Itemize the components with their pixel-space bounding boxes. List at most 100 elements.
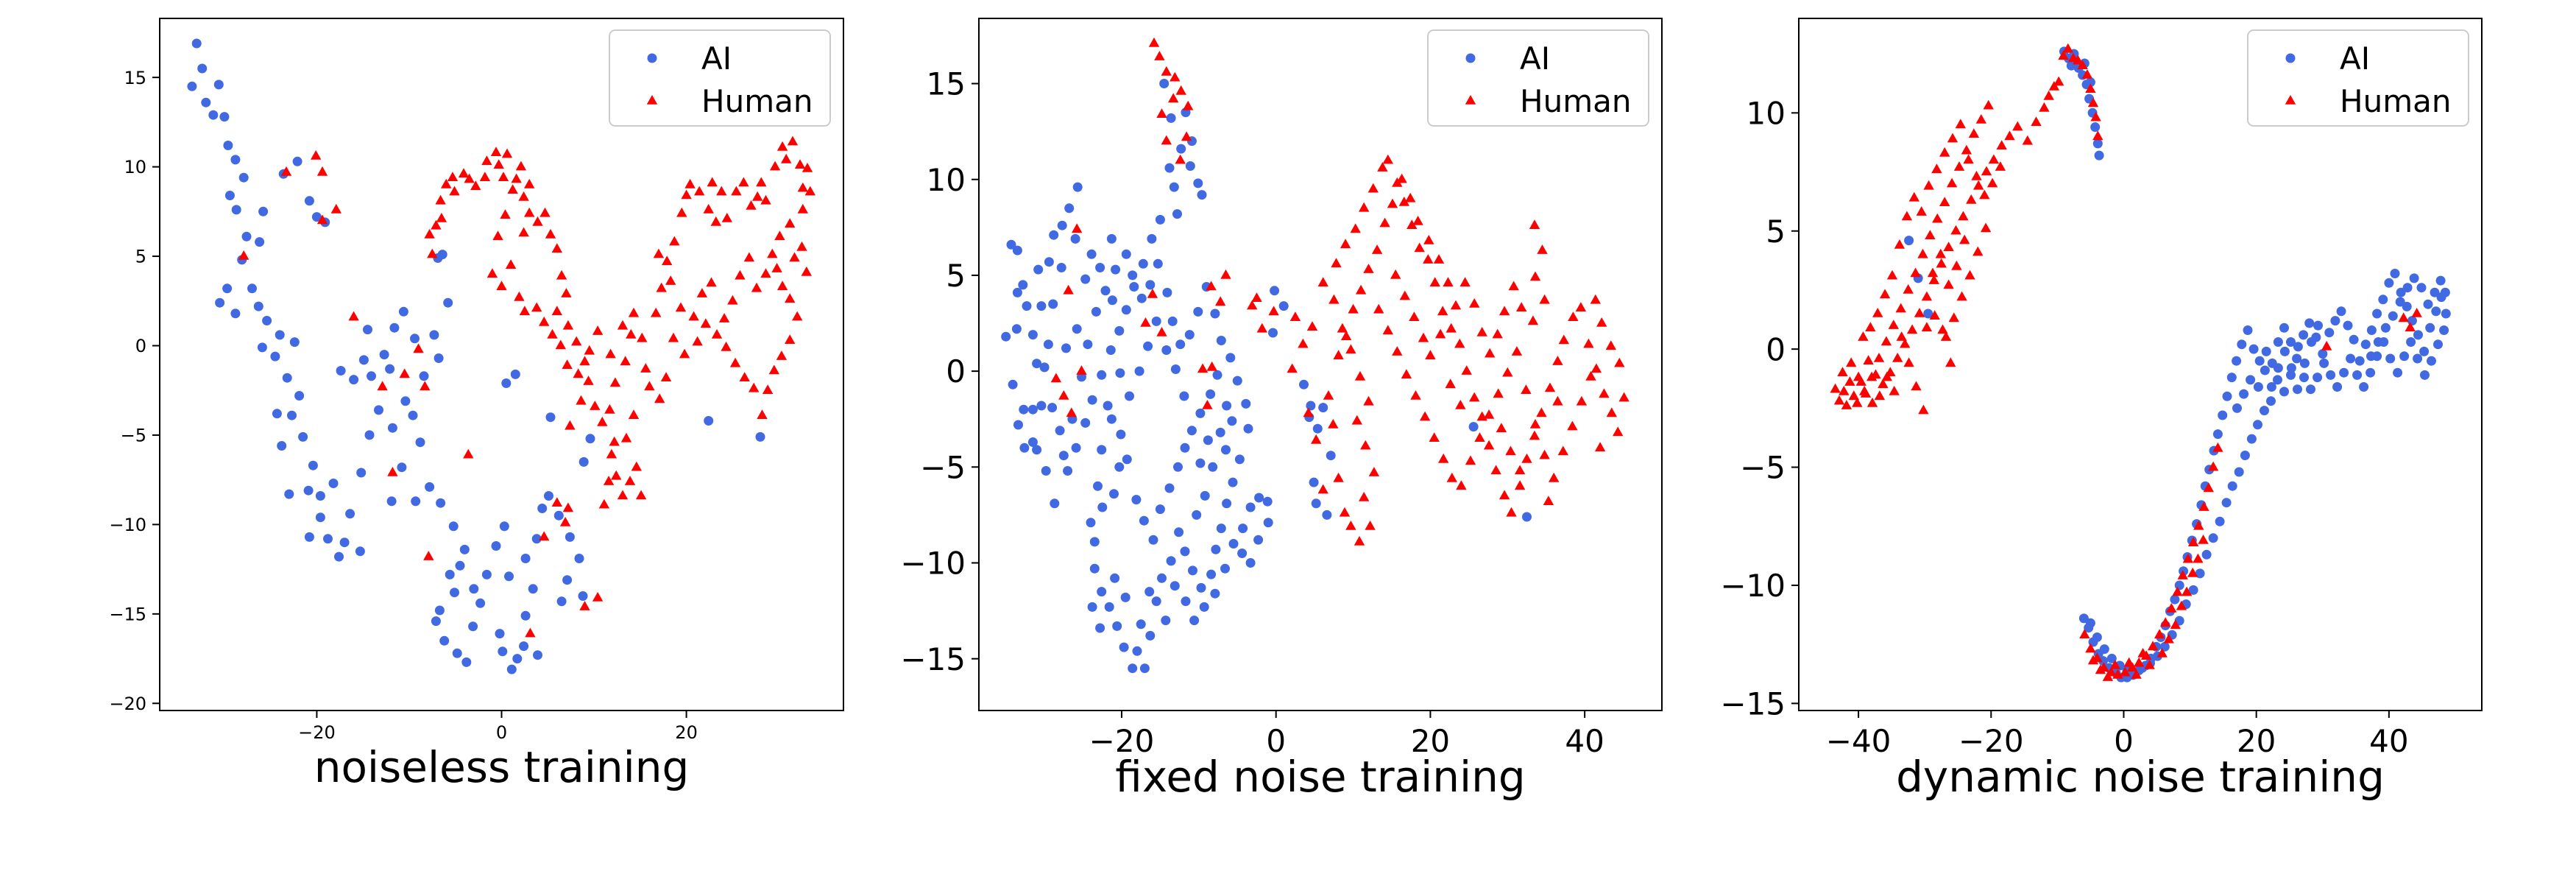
human-point [1483,440,1495,450]
ai-point [2430,287,2440,297]
human-point [1537,244,1548,254]
ai-point [1170,581,1180,591]
human-point [2012,121,2023,131]
human-point [1539,449,1550,459]
human-point [597,416,608,426]
legend-box [2247,29,2469,127]
ai-point [469,584,479,594]
human-point [435,194,446,205]
human-point [507,184,518,194]
ai-point [512,654,523,664]
human-point [1929,310,1940,320]
x-tick-label: −20 [298,722,336,743]
ai-point [2433,339,2443,350]
human-point [696,288,708,297]
ai-point [2406,337,2416,347]
ai-point [1212,370,1222,380]
ai-point [2366,325,2377,335]
human-point [1973,180,1984,190]
human-point [2147,641,2159,651]
human-point [1354,535,1365,546]
ai-point [191,38,202,49]
ai-point [298,431,308,442]
ai-point [1112,621,1122,631]
ai-point [1254,493,1264,503]
human-point [1459,277,1471,287]
human-point [1409,311,1420,321]
ai-point [1199,602,1209,612]
human-point [631,461,642,471]
human-point [1469,298,1480,308]
human-point [427,248,438,258]
human-point [768,364,779,375]
ai-point [2273,375,2282,385]
human-point [767,248,778,258]
human-point [316,166,328,176]
ai-point [574,554,584,563]
human-point [1328,419,1339,429]
human-point [1287,363,1298,373]
ai-point [363,325,372,335]
ai-point [1221,445,1231,455]
human-point [637,332,648,342]
human-point [1206,361,1217,371]
ai-point [2266,396,2276,406]
human-point [792,311,803,321]
human-point [500,209,511,219]
human-point [1148,37,1160,47]
human-point [609,436,620,446]
ai-point [2409,273,2419,283]
ai-point [1220,563,1230,574]
ai-point [1176,144,1186,154]
ai-point [1904,236,1914,246]
human-point [1918,404,1929,415]
human-point [2198,501,2209,511]
ai-point [1128,663,1138,674]
ai-point [1121,305,1131,315]
human-point [665,275,676,285]
human-point [1392,346,1403,356]
ai-point [2336,306,2346,317]
human-point [464,173,475,183]
ai-point [519,641,529,652]
human-point [348,311,359,321]
human-point [1946,177,1958,188]
human-point [651,307,662,317]
human-point [1485,348,1496,358]
ai-point [1162,287,1172,297]
human-point [1429,277,1440,287]
human-point [1927,267,1939,278]
human-point [802,163,813,172]
human-point [1900,338,1911,348]
human-point [1410,390,1421,400]
ai-point [1143,341,1153,351]
ai-point [1057,220,1067,230]
human-point [1521,453,1532,463]
ai-point [201,97,211,107]
ai-point [1237,549,1248,558]
ai-point [2339,367,2349,378]
human-point [617,320,629,330]
human-point [1202,400,1213,409]
human-point [436,213,447,222]
human-point [1514,465,1526,475]
ai-point [2227,481,2237,491]
ai-point [1227,416,1237,426]
human-point [1961,144,1972,155]
human-point [539,207,551,217]
x-tick-label: −20 [1089,723,1155,759]
human-point [1456,480,1467,490]
human-point [2177,570,2188,579]
human-point [2123,657,2134,667]
ai-point [2243,325,2253,335]
ai-point [2239,389,2249,399]
human-point [1156,327,1167,336]
ai-point [1232,375,1242,386]
human-point [1058,390,1069,400]
human-point [458,168,470,178]
ai-point [1179,391,1189,401]
x-tick-label: 0 [2114,723,2134,759]
human-point [1339,507,1351,517]
human-point [628,307,640,317]
ai-point [455,560,465,571]
